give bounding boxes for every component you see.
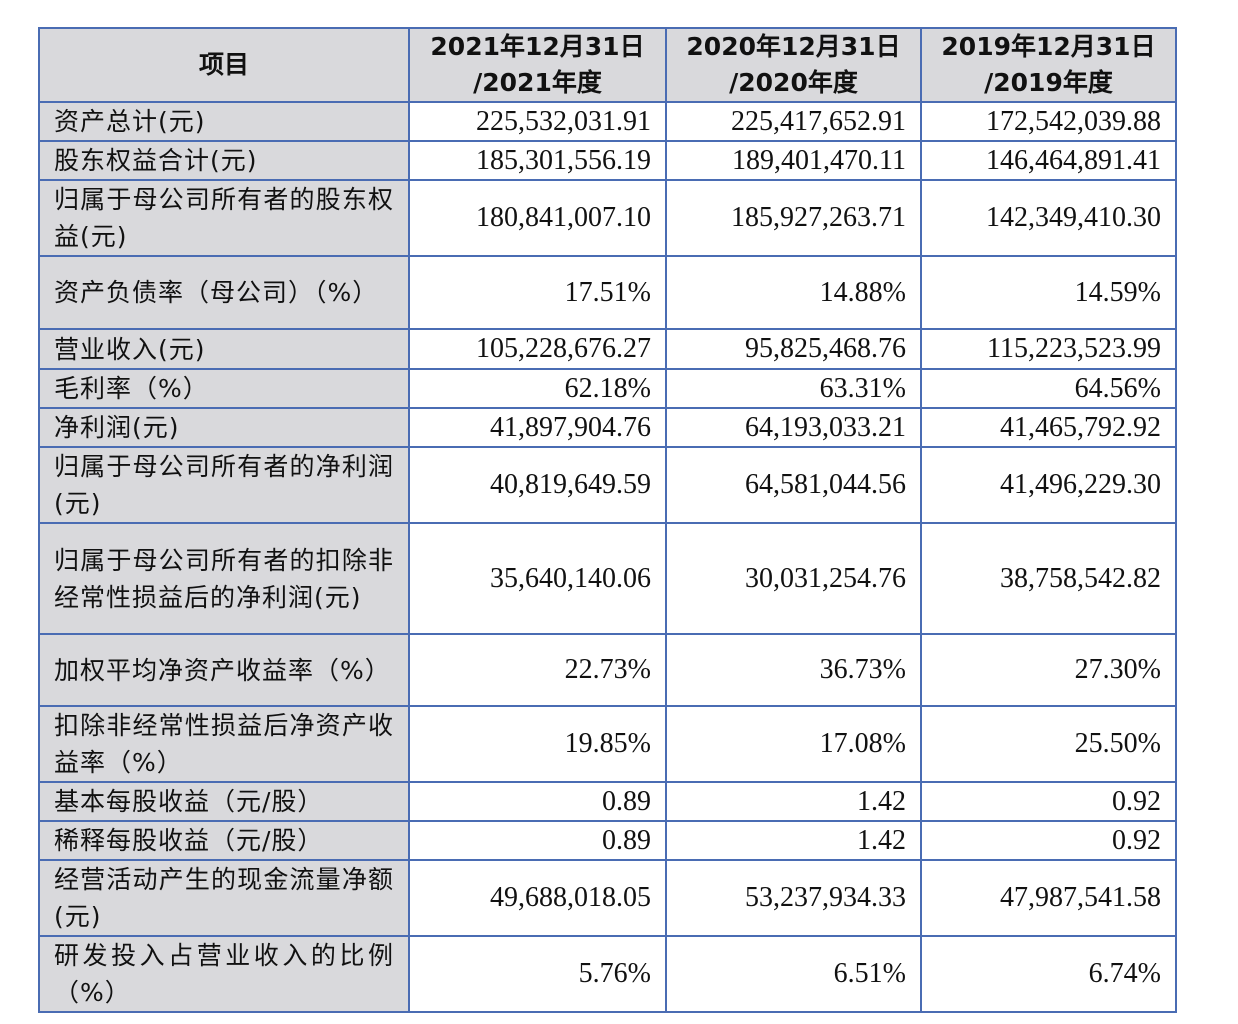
row-value-2020: 95,825,468.76 <box>665 328 922 370</box>
row-value-2020: 30,031,254.76 <box>665 522 922 635</box>
row-label: 归属于母公司所有者的净利润(元) <box>38 446 410 524</box>
header-2020: 2020年12月31日/2020年度 <box>665 27 922 103</box>
row-value-2020: 63.31% <box>665 368 922 409</box>
row-value-2019: 25.50% <box>920 705 1177 783</box>
row-label: 资产总计(元) <box>38 101 410 142</box>
row-value-2019: 64.56% <box>920 368 1177 409</box>
header-item: 项目 <box>38 27 410 103</box>
row-value-2020: 14.88% <box>665 255 922 330</box>
row-label: 股东权益合计(元) <box>38 140 410 181</box>
row-value-2021: 19.85% <box>408 705 667 783</box>
row-value-2019: 172,542,039.88 <box>920 101 1177 142</box>
row-label: 营业收入(元) <box>38 328 410 370</box>
row-value-2021: 40,819,649.59 <box>408 446 667 524</box>
row-value-2020: 225,417,652.91 <box>665 101 922 142</box>
row-value-2021: 41,897,904.76 <box>408 407 667 448</box>
table-row: 资产负债率（母公司）（%） 17.51% 14.88% 14.59% <box>38 255 1177 330</box>
table-row: 经营活动产生的现金流量净额(元) 49,688,018.05 53,237,934.… <box>38 859 1177 937</box>
table-row: 毛利率（%） 62.18% 63.31% 64.56% <box>38 368 1177 409</box>
row-value-2021: 49,688,018.05 <box>408 859 667 937</box>
row-value-2020: 185,927,263.71 <box>665 179 922 257</box>
row-value-2019: 27.30% <box>920 633 1177 707</box>
row-value-2021: 35,640,140.06 <box>408 522 667 635</box>
row-value-2020: 36.73% <box>665 633 922 707</box>
row-value-2019: 38,758,542.82 <box>920 522 1177 635</box>
row-value-2020: 17.08% <box>665 705 922 783</box>
row-value-2019: 41,465,792.92 <box>920 407 1177 448</box>
row-value-2020: 189,401,470.11 <box>665 140 922 181</box>
table-row: 归属于母公司所有者的净利润(元) 40,819,649.59 64,581,044.… <box>38 446 1177 524</box>
table-row: 股东权益合计(元) 185,301,556.19 189,401,470.11 146… <box>38 140 1177 181</box>
row-value-2020: 64,193,033.21 <box>665 407 922 448</box>
header-2021: 2021年12月31日/2021年度 <box>408 27 667 103</box>
table-row: 归属于母公司所有者的扣除非经常性损益后的净利润(元) 35,640,140.06 3… <box>38 522 1177 635</box>
row-value-2020: 64,581,044.56 <box>665 446 922 524</box>
row-value-2019: 0.92 <box>920 781 1177 822</box>
row-value-2019: 0.92 <box>920 820 1177 861</box>
row-value-2019: 47,987,541.58 <box>920 859 1177 937</box>
row-label: 净利润(元) <box>38 407 410 448</box>
row-value-2021: 62.18% <box>408 368 667 409</box>
table-row: 归属于母公司所有者的股东权益(元) 180,841,007.10 185,927,2… <box>38 179 1177 257</box>
row-value-2020: 1.42 <box>665 781 922 822</box>
row-value-2020: 53,237,934.33 <box>665 859 922 937</box>
row-value-2021: 5.76% <box>408 935 667 1013</box>
table-row: 资产总计(元) 225,532,031.91 225,417,652.91 172,5… <box>38 101 1177 142</box>
row-label: 扣除非经常性损益后净资产收益率（%） <box>38 705 410 783</box>
row-label: 归属于母公司所有者的股东权益(元) <box>38 179 410 257</box>
row-label: 稀释每股收益（元/股） <box>38 820 410 861</box>
row-label: 基本每股收益（元/股） <box>38 781 410 822</box>
financial-summary-table: 项目 2021年12月31日/2021年度 2020年12月31日/2020年度… <box>38 27 1177 1013</box>
table-row: 研发投入占营业收入的比例（%） 5.76% 6.51% 6.74% <box>38 935 1177 1013</box>
table-row: 扣除非经常性损益后净资产收益率（%） 19.85% 17.08% 25.50% <box>38 705 1177 783</box>
table-row: 基本每股收益（元/股） 0.89 1.42 0.92 <box>38 781 1177 822</box>
table-row: 营业收入(元) 105,228,676.27 95,825,468.76 115,22… <box>38 328 1177 370</box>
row-value-2021: 185,301,556.19 <box>408 140 667 181</box>
row-value-2019: 115,223,523.99 <box>920 328 1177 370</box>
row-value-2019: 6.74% <box>920 935 1177 1013</box>
row-value-2020: 1.42 <box>665 820 922 861</box>
row-label: 资产负债率（母公司）（%） <box>38 255 410 330</box>
table-row: 稀释每股收益（元/股） 0.89 1.42 0.92 <box>38 820 1177 861</box>
row-label: 加权平均净资产收益率（%） <box>38 633 410 707</box>
row-value-2019: 142,349,410.30 <box>920 179 1177 257</box>
table-row: 加权平均净资产收益率（%） 22.73% 36.73% 27.30% <box>38 633 1177 707</box>
row-value-2019: 41,496,229.30 <box>920 446 1177 524</box>
row-value-2021: 22.73% <box>408 633 667 707</box>
row-value-2021: 105,228,676.27 <box>408 328 667 370</box>
row-value-2021: 0.89 <box>408 820 667 861</box>
row-value-2019: 146,464,891.41 <box>920 140 1177 181</box>
header-row: 项目 2021年12月31日/2021年度 2020年12月31日/2020年度… <box>38 27 1177 103</box>
header-2019: 2019年12月31日/2019年度 <box>920 27 1177 103</box>
row-value-2021: 0.89 <box>408 781 667 822</box>
row-value-2021: 17.51% <box>408 255 667 330</box>
row-value-2021: 225,532,031.91 <box>408 101 667 142</box>
row-value-2019: 14.59% <box>920 255 1177 330</box>
row-value-2020: 6.51% <box>665 935 922 1013</box>
row-label: 经营活动产生的现金流量净额(元) <box>38 859 410 937</box>
row-label: 毛利率（%） <box>38 368 410 409</box>
row-label: 研发投入占营业收入的比例（%） <box>38 935 410 1013</box>
row-value-2021: 180,841,007.10 <box>408 179 667 257</box>
row-label: 归属于母公司所有者的扣除非经常性损益后的净利润(元) <box>38 522 410 635</box>
table-row: 净利润(元) 41,897,904.76 64,193,033.21 41,465,7… <box>38 407 1177 448</box>
